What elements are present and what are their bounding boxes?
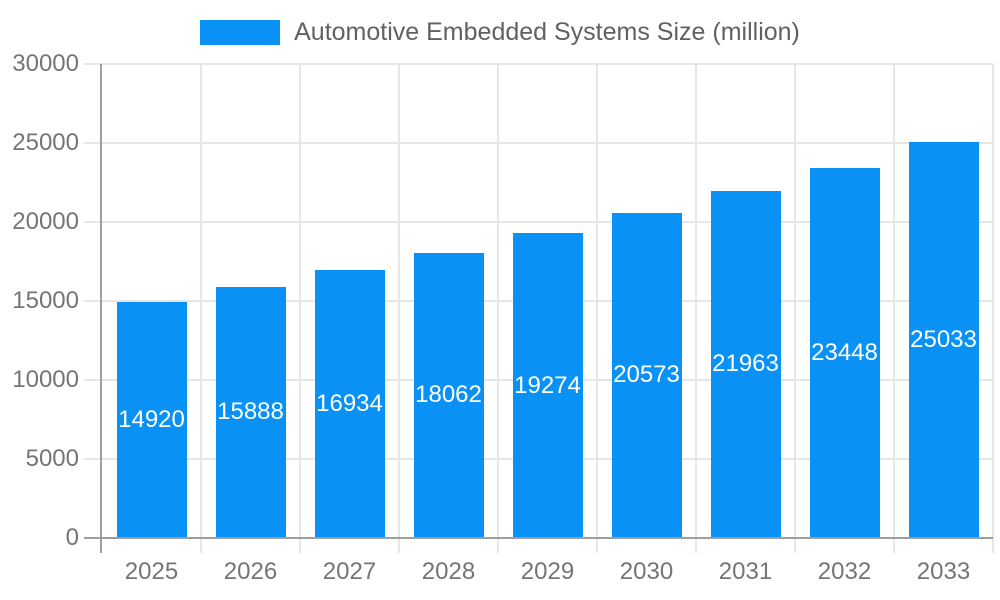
gridline-vertical — [695, 64, 697, 538]
y-tick-label: 10000 — [12, 366, 79, 393]
x-axis-tick — [596, 538, 598, 553]
y-axis-tick — [84, 221, 102, 223]
y-tick-label: 15000 — [12, 287, 79, 314]
gridline-vertical — [299, 64, 301, 538]
legend: Automotive Embedded Systems Size (millio… — [0, 16, 1000, 48]
y-axis-tick — [84, 63, 102, 65]
y-tick-label: 20000 — [12, 208, 79, 235]
gridline-horizontal — [102, 221, 993, 223]
x-tick-label: 2029 — [520, 558, 575, 585]
x-axis-tick — [200, 538, 202, 553]
bar: 16934 — [314, 270, 385, 538]
x-tick-label: 2025 — [124, 558, 179, 585]
bar-value-label: 20573 — [613, 361, 680, 389]
gridline-vertical — [497, 64, 499, 538]
gridline-horizontal — [102, 63, 993, 65]
x-axis-tick — [398, 538, 400, 553]
x-axis-tick — [893, 538, 895, 553]
y-axis-tick — [84, 300, 102, 302]
x-axis-tick — [299, 538, 301, 553]
y-axis-tick — [84, 142, 102, 144]
bar-value-label: 19274 — [514, 371, 581, 399]
gridline-vertical — [398, 64, 400, 538]
x-tick-label: 2032 — [817, 558, 872, 585]
y-axis-tick — [84, 458, 102, 460]
y-tick-label: 30000 — [12, 50, 79, 77]
x-axis-tick — [992, 538, 994, 553]
gridline-vertical — [794, 64, 796, 538]
gridline-vertical — [596, 64, 598, 538]
gridline-vertical — [992, 64, 994, 538]
x-tick-label: 2027 — [322, 558, 377, 585]
x-axis-tick — [497, 538, 499, 553]
bar-value-label: 21963 — [712, 350, 779, 378]
y-axis-tick — [84, 379, 102, 381]
gridline-vertical — [200, 64, 202, 538]
x-tick-label: 2030 — [619, 558, 674, 585]
bar: 20573 — [611, 212, 682, 538]
bar-value-label: 25033 — [910, 326, 977, 354]
bar-value-label: 16934 — [316, 390, 383, 418]
bar: 23448 — [809, 167, 880, 538]
y-tick-label: 5000 — [25, 445, 79, 472]
bar: 14920 — [116, 302, 187, 538]
legend-swatch — [200, 19, 281, 45]
x-axis-line — [84, 537, 993, 539]
bar-value-label: 15888 — [217, 398, 284, 426]
x-tick-label: 2026 — [223, 558, 278, 585]
y-tick-label: 0 — [65, 524, 79, 551]
x-axis-tick — [695, 538, 697, 553]
x-tick-label: 2031 — [718, 558, 773, 585]
bar-value-label: 23448 — [811, 338, 878, 366]
x-axis-tick — [794, 538, 796, 553]
x-tick-label: 2033 — [916, 558, 971, 585]
bar: 25033 — [908, 142, 979, 538]
bar: 18062 — [413, 252, 484, 538]
bar-value-label: 14920 — [118, 406, 185, 434]
bar: 19274 — [512, 233, 583, 538]
gridline-vertical — [893, 64, 895, 538]
legend-label: Automotive Embedded Systems Size (millio… — [294, 18, 800, 46]
gridline-horizontal — [102, 142, 993, 144]
bar: 15888 — [215, 286, 286, 538]
bar-value-label: 18062 — [415, 381, 482, 409]
y-tick-label: 25000 — [12, 129, 79, 156]
bar: 21963 — [710, 190, 781, 538]
x-tick-label: 2028 — [421, 558, 476, 585]
y-axis-line — [100, 64, 102, 553]
